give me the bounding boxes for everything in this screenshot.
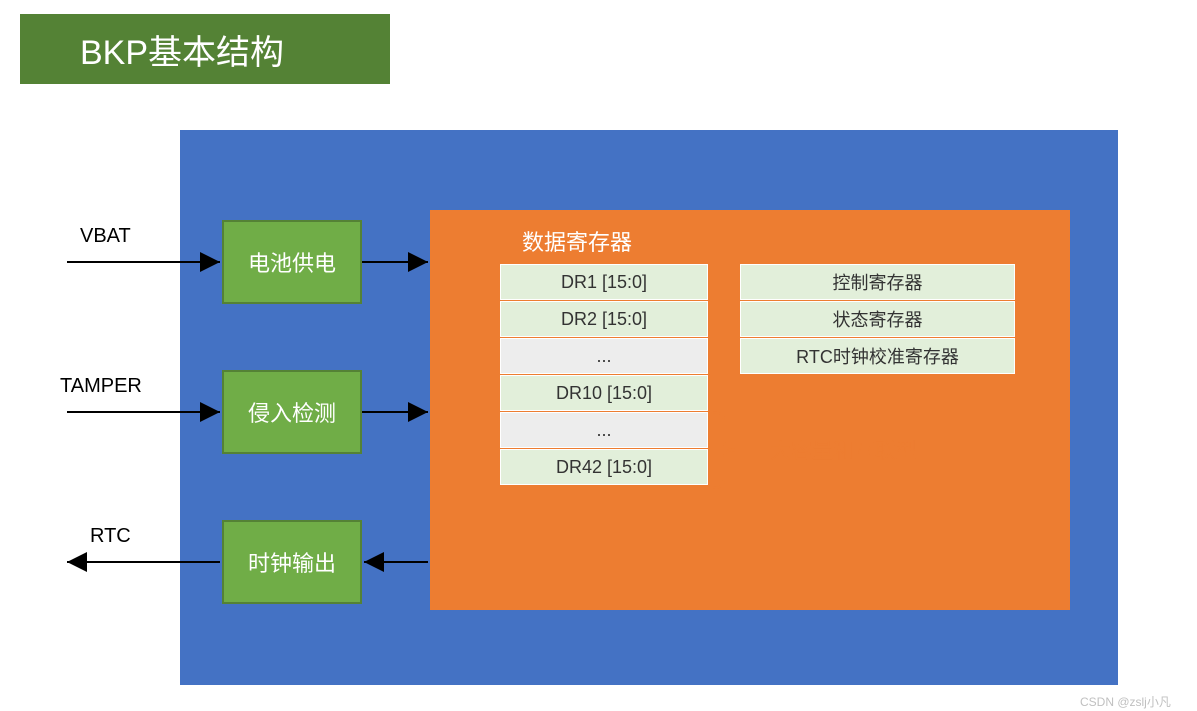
bracket xyxy=(712,412,736,488)
arrows-layer xyxy=(0,0,1197,711)
